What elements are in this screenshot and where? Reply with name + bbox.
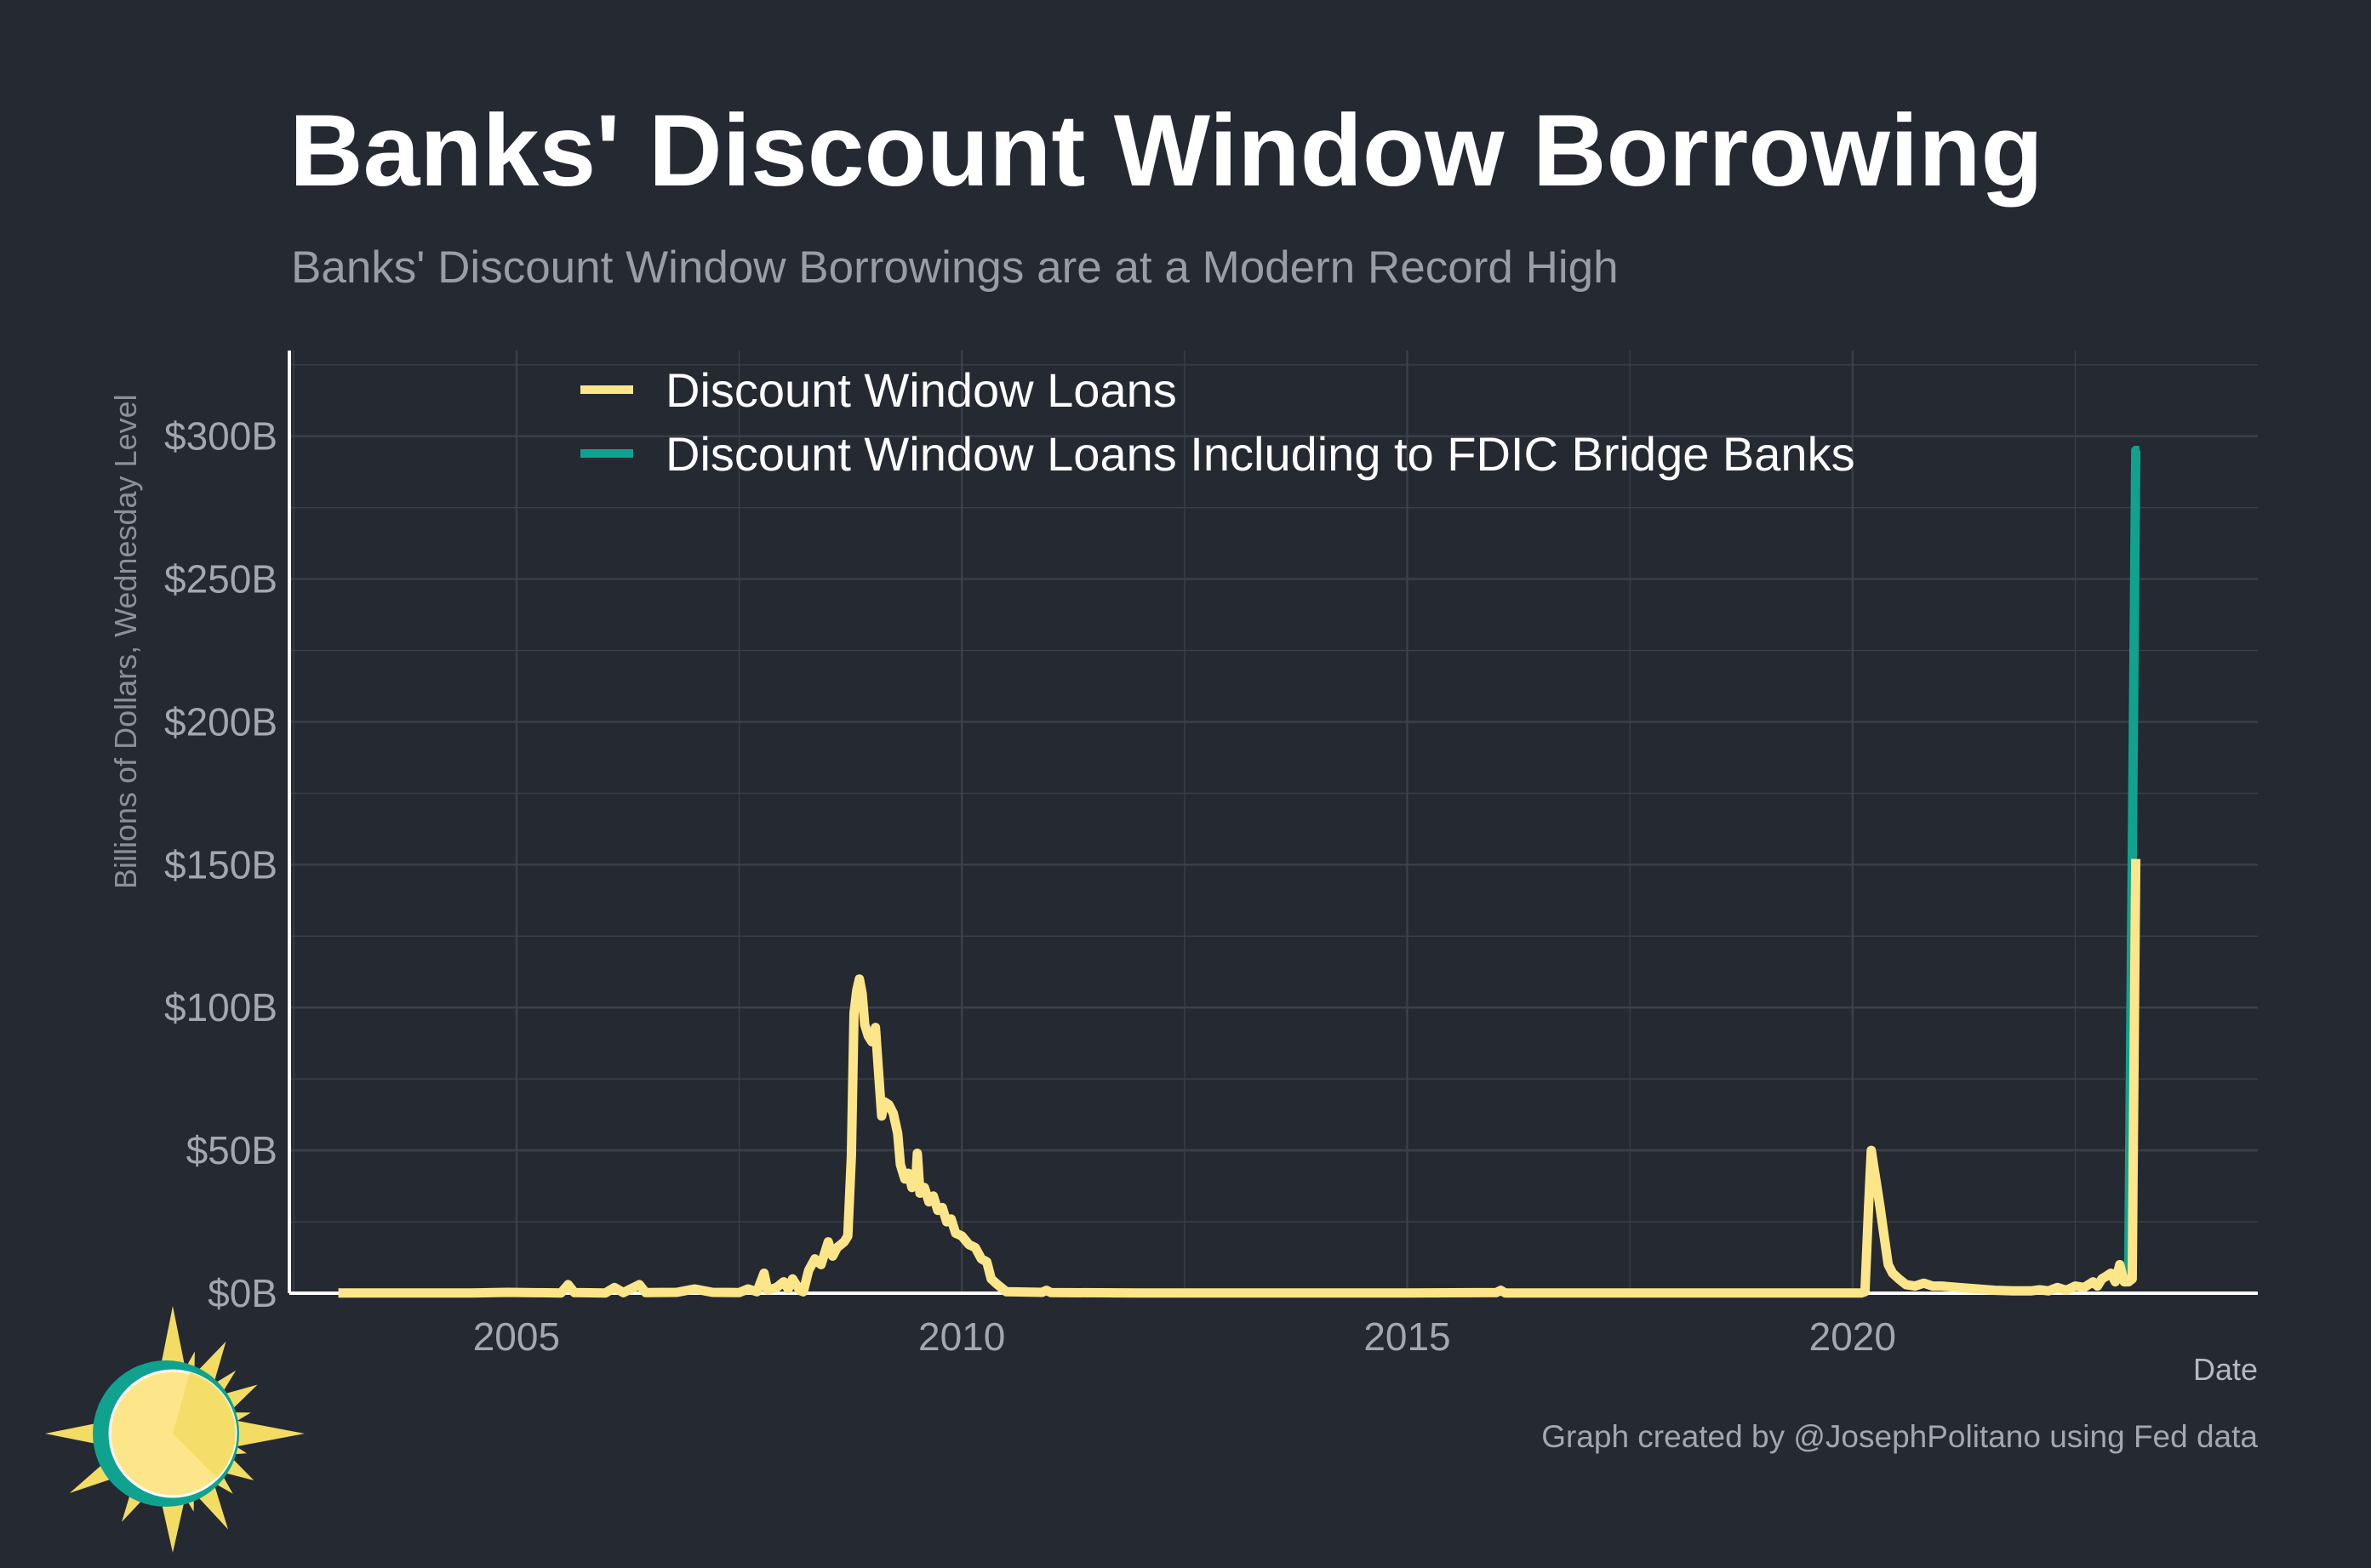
legend-label-series-2: Discount Window Loans Including to FDIC …	[666, 427, 1855, 481]
y-tick-label: $100B	[164, 985, 277, 1029]
grid-lines	[289, 351, 2258, 1293]
y-tick-label: $200B	[164, 699, 277, 744]
x-tick-label: 2020	[1809, 1314, 1896, 1359]
legend-label-series-1: Discount Window Loans	[666, 363, 1177, 417]
chart-title: Banks' Discount Window Borrowing	[289, 94, 2043, 208]
legend-item-series-1: Discount Window Loans	[580, 363, 1177, 417]
legend-swatch-series-2	[580, 449, 633, 458]
y-tick-label: $250B	[164, 557, 277, 602]
x-tick-labels: 2005 2010 2015 2020	[473, 1314, 1896, 1359]
sun-ray	[224, 1418, 305, 1449]
x-axis-label: Date	[2193, 1352, 2258, 1387]
axes	[288, 351, 2258, 1295]
legend: Discount Window Loans Discount Window Lo…	[580, 363, 1855, 481]
x-tick-label: 2015	[1363, 1314, 1450, 1359]
legend-swatch-series-1	[580, 385, 633, 394]
y-axis-label: Billions of Dollars, Wednesday Level	[108, 394, 143, 889]
y-tick-labels: $0B $50B $100B $150B $200B $250B $300B	[164, 414, 277, 1315]
x-tick-label: 2010	[918, 1314, 1005, 1359]
y-tick-label: $150B	[164, 842, 277, 887]
series-line-discount-window-loans	[338, 858, 2141, 1298]
chart-subtitle: Banks' Discount Window Borrowings are at…	[291, 242, 1619, 293]
sun-highlight	[173, 1372, 237, 1478]
sun-icon	[45, 1306, 305, 1553]
y-tick-label: $300B	[164, 414, 277, 459]
y-tick-label: $50B	[186, 1128, 277, 1172]
legend-item-series-2: Discount Window Loans Including to FDIC …	[580, 427, 1855, 481]
caption-credit: Graph created by @JosephPolitano using F…	[1541, 1419, 2258, 1454]
plot-series	[338, 446, 2141, 1298]
y-tick-label: $0B	[208, 1271, 277, 1315]
x-tick-label: 2005	[473, 1314, 560, 1359]
